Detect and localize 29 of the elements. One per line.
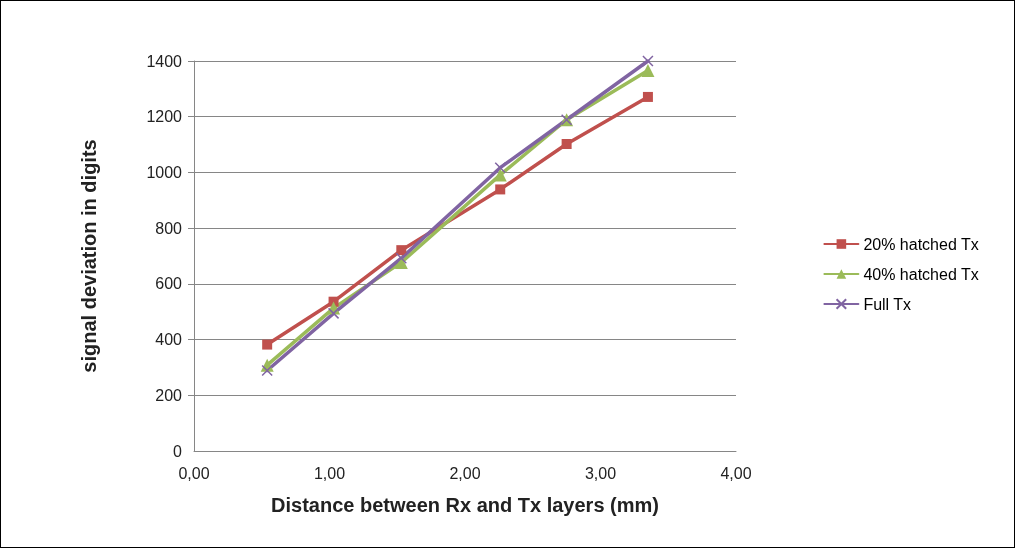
y-tick-label: 400 [155,331,183,349]
y-axis-title: signal deviation in digits [78,139,100,373]
x-tick-label: 1,00 [313,464,346,482]
legend-label: 20% hatched Tx [863,235,979,253]
y-tick-label: 800 [155,219,183,237]
x-tick-label: 3,00 [584,464,617,482]
point [327,307,340,320]
point [396,245,407,256]
x-axis-title: Distance between Rx and Tx layers (mm) [271,494,659,516]
point [642,91,653,102]
point [262,339,273,350]
point [561,139,572,150]
y-tick-label: 0 [173,442,183,460]
x-tick-label: 4,00 [720,464,752,482]
point [261,364,273,377]
y-tick-label: 600 [155,275,183,293]
y-tick-label: 1000 [146,163,183,181]
legend-label: 40% hatched Tx [863,265,979,283]
y-tick-label: 200 [155,386,183,404]
point [495,184,506,195]
point [641,63,655,77]
point [642,55,654,67]
y-tick-label: 1200 [146,108,183,126]
y-tick-label: 1400 [146,52,183,70]
point [395,252,408,264]
x-tick-label: 2,00 [449,464,481,482]
x-tick-label: 0,00 [178,464,210,482]
point [493,168,507,182]
legend-label: Full Tx [863,295,912,313]
